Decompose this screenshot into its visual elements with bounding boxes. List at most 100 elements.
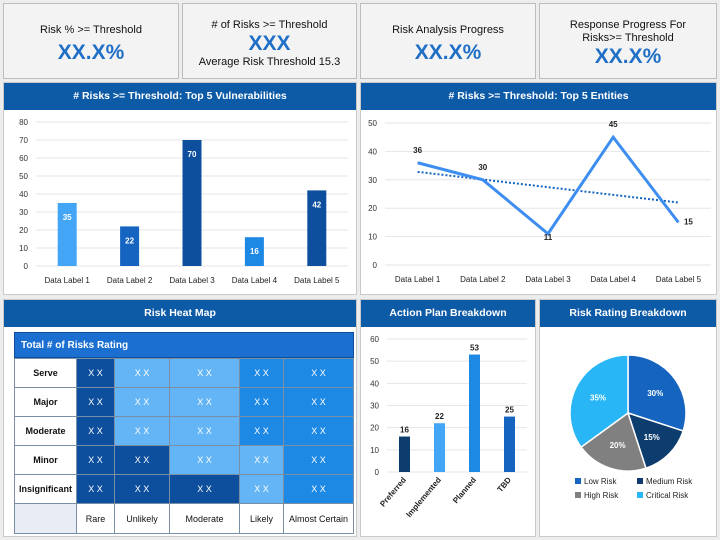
bar [182, 140, 202, 266]
data-label: 53 [470, 344, 479, 353]
heatmap-col-label: Almost Certain [283, 503, 354, 534]
heatmap-cell: X X [283, 416, 354, 446]
y-tick-label: 70 [19, 136, 28, 145]
kpi-label: Risk Analysis Progress [392, 24, 504, 36]
legend-swatch [637, 478, 643, 484]
x-tick-label: Data Label 4 [591, 275, 637, 284]
data-label: 42 [312, 200, 321, 209]
y-tick-label: 0 [373, 261, 378, 270]
heatmap-cell: X X [76, 416, 115, 446]
y-tick-label: 30 [370, 402, 379, 411]
y-tick-label: 40 [19, 190, 28, 199]
heatmap-cell: X X [114, 416, 170, 446]
slice-label: 20% [610, 441, 626, 450]
pie-slice [580, 411, 647, 472]
heatmap-cell: X X [283, 445, 354, 475]
heatmap-cell: X X [283, 474, 354, 504]
panel-title: Risk Heat Map [4, 300, 356, 327]
y-tick-label: 10 [368, 233, 377, 242]
kpi-subtext: Average Risk Threshold 15.3 [198, 56, 341, 68]
bar [504, 416, 515, 472]
kpi-value: XXX [248, 32, 291, 55]
pie-slice [569, 354, 629, 449]
heatmap-cell: X X [169, 474, 240, 504]
panel-title: # Risks >= Threshold: Top 5 Entities [361, 83, 716, 110]
data-label: 16 [400, 426, 409, 435]
data-label: 36 [413, 146, 422, 155]
vulnerabilities-bar-chart: 0 10 20 30 40 50 60 70 80 35 Data Label 1 22 Data La… [19, 118, 348, 285]
legend-swatch [637, 492, 643, 498]
kpi-value: XX.X% [414, 41, 482, 64]
entities-line-chart: 0 10 20 30 40 50 36 Data Label 1 30 Data Label 2 1… [368, 119, 711, 284]
panel-entities: # Risks >= Threshold: Top 5 Entities 0 10… [360, 82, 717, 295]
bar [399, 436, 410, 472]
heatmap-cell: X X [76, 474, 115, 504]
y-tick-label: 0 [24, 262, 29, 271]
y-tick-label: 40 [368, 147, 377, 156]
data-label: 22 [435, 412, 444, 421]
y-tick-label: 30 [19, 208, 28, 217]
x-tick-label: TBD [496, 475, 514, 494]
heatmap-cell: X X [76, 445, 115, 475]
heatmap-cell: X X [76, 358, 115, 388]
y-tick-label: 80 [19, 118, 28, 127]
data-label: 16 [250, 247, 259, 256]
heatmap-row-label: Major [14, 387, 77, 417]
panel-risk-rating: Risk Rating Breakdown 30% 15% 20% 35% Low Ri… [539, 299, 717, 537]
heatmap-row-label: Insignificant [14, 474, 77, 504]
y-tick-label: 60 [370, 335, 379, 344]
panel-title: Action Plan Breakdown [361, 300, 535, 327]
heatmap-cell: X X [114, 474, 170, 504]
legend-label: Medium Risk [646, 477, 693, 486]
bar [307, 190, 327, 266]
risk-rating-pie-chart: 30% 15% 20% 35% Low Risk Medium Risk High Risk… [569, 354, 693, 500]
panel-vulnerabilities: # Risks >= Threshold: Top 5 Vulnerabilit… [3, 82, 357, 295]
y-tick-label: 50 [370, 357, 379, 366]
y-tick-label: 10 [370, 446, 379, 455]
legend-label: Low Risk [584, 477, 617, 486]
heatmap-cell: X X [114, 387, 170, 417]
y-tick-label: 50 [19, 172, 28, 181]
y-tick-label: 50 [368, 119, 377, 128]
x-tick-label: Data Label 2 [107, 276, 153, 285]
x-tick-label: Data Label 4 [232, 276, 278, 285]
x-tick-label: Preferred [378, 475, 408, 508]
y-tick-label: 30 [368, 176, 377, 185]
x-tick-label: Data Label 3 [525, 275, 571, 284]
action-plan-bar-chart: 0 10 20 30 40 50 60 16 Preferred 22 Implemented 53 P… [370, 335, 527, 519]
kpi-value: XX.X% [594, 45, 662, 68]
series-line [417, 134, 680, 236]
y-tick-label: 10 [19, 244, 28, 253]
kpi-label: Response Progress For Risks>= Threshold [569, 19, 687, 44]
heatmap-cell: X X [283, 387, 354, 417]
data-label: 35 [63, 213, 72, 222]
x-tick-label: Data Label 1 [45, 276, 91, 285]
x-tick-label: Data Label 5 [294, 276, 340, 285]
heatmap-cell: X X [239, 474, 284, 504]
y-tick-label: 40 [370, 379, 379, 388]
data-label: 22 [125, 236, 134, 245]
kpi-card-response-progress: Response Progress For Risks>= Threshold … [539, 3, 717, 79]
x-tick-label: Data Label 5 [656, 275, 702, 284]
kpi-card-analysis-progress: Risk Analysis Progress XX.X% [360, 3, 536, 79]
heatmap-cell: X X [239, 358, 284, 388]
heatmap-col-label: Moderate [169, 503, 240, 534]
slice-label: 35% [590, 394, 606, 403]
bar [469, 354, 480, 472]
x-tick-label: Implemented [404, 475, 443, 519]
kpi-card-risk-percent: Risk % >= Threshold XX.X% [3, 3, 179, 79]
bar [57, 203, 77, 266]
legend-label: Critical Risk [646, 491, 689, 500]
kpi-value: XX.X% [57, 41, 125, 64]
kpi-label: Risk % >= Threshold [40, 24, 142, 36]
heatmap-table-title: Total # of Risks Rating [14, 332, 354, 358]
heatmap-col-label: Unlikely [114, 503, 170, 534]
y-tick-label: 0 [375, 468, 380, 477]
panel-title: Risk Rating Breakdown [540, 300, 716, 327]
heatmap-col-label: Rare [76, 503, 115, 534]
heatmap-cell: X X [283, 358, 354, 388]
legend-swatch [575, 492, 581, 498]
